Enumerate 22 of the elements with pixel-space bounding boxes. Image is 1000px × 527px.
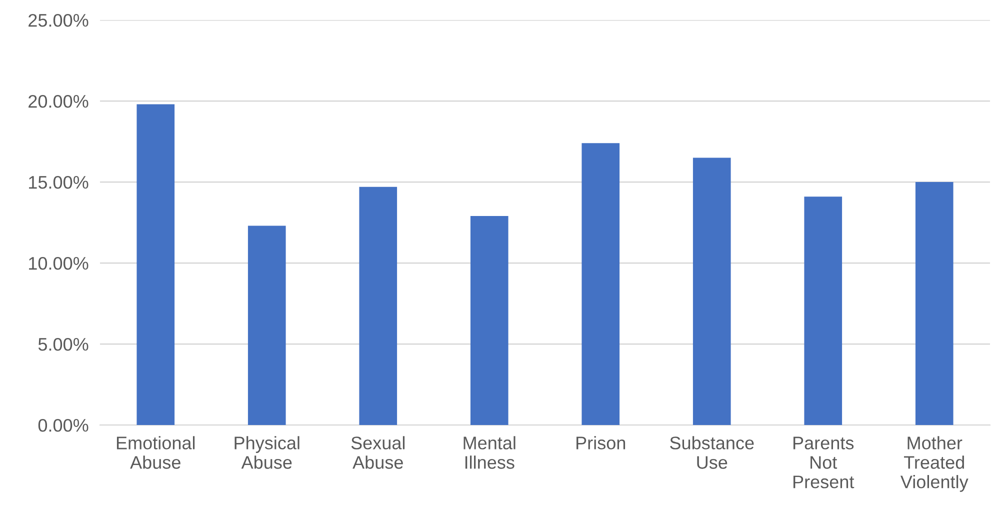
x-tick-label: Physical Abuse xyxy=(234,436,300,469)
bar xyxy=(248,226,286,426)
y-tick-label: 15.00% xyxy=(29,176,88,189)
bar xyxy=(804,196,842,426)
y-tick-label: 20.00% xyxy=(28,94,88,108)
y-tick-label: 0.00% xyxy=(38,418,88,432)
y-tick-label: 5.00% xyxy=(38,338,88,351)
x-tick-label: Mother Treated Violently xyxy=(900,436,968,492)
x-tick-label: Prison xyxy=(576,436,626,450)
bar xyxy=(692,158,731,426)
x-tick-label: Substance Use xyxy=(670,436,754,469)
bar xyxy=(470,216,508,426)
bar xyxy=(582,143,620,426)
y-tick-label: 25.00% xyxy=(28,14,88,27)
x-tick-label: Parents Not Present xyxy=(793,436,854,488)
x-tick-label: Emotional Abuse xyxy=(116,436,195,469)
y-tick-label: 10.00% xyxy=(29,256,88,270)
x-tick-label: Mental Illness xyxy=(464,436,516,469)
bar xyxy=(359,186,398,426)
x-tick-label: Sexual Abuse xyxy=(351,436,405,469)
bar xyxy=(915,182,954,426)
bar xyxy=(136,104,175,426)
